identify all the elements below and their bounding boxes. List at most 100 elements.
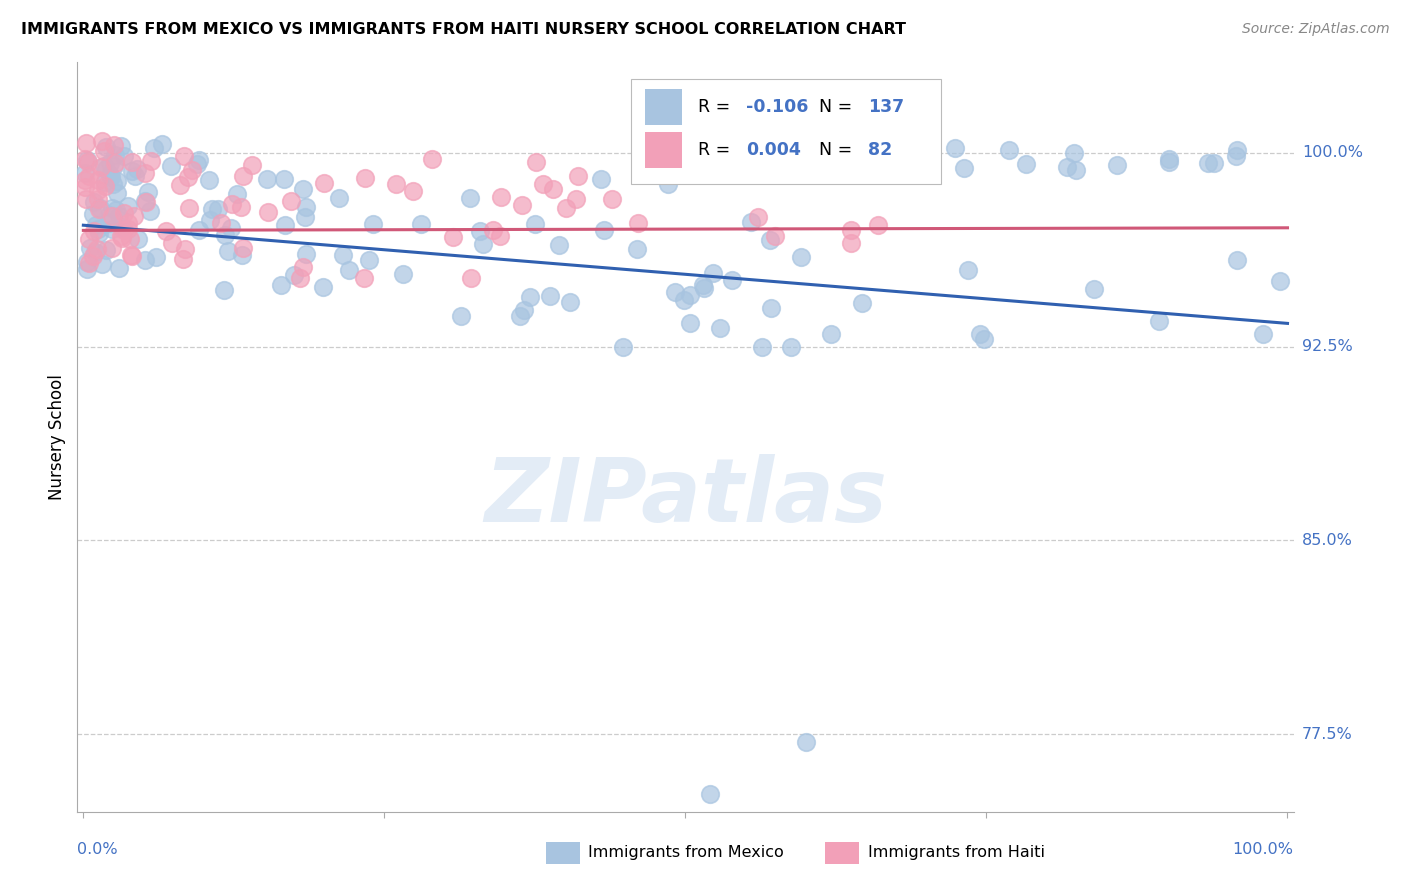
Point [186,157,208,171]
Text: 137: 137 [868,98,904,116]
Point [207,202,229,216]
Point [177,169,200,184]
Point [612,340,634,354]
Point [101,201,124,215]
Point [513,303,536,318]
Point [104,202,127,217]
Point [112,206,135,220]
FancyBboxPatch shape [631,78,941,184]
Text: R =: R = [697,141,735,159]
Point [593,223,616,237]
Point [117,199,139,213]
Point [84,218,107,232]
Point [90,160,112,174]
Point [112,149,135,163]
Point [229,200,252,214]
Point [820,326,842,341]
Point [541,182,564,196]
Point [101,177,124,191]
Point [76,255,98,269]
Point [538,289,561,303]
Point [291,182,314,196]
Point [139,153,162,168]
Point [73,180,96,194]
Point [121,155,143,169]
Point [212,283,235,297]
Point [353,171,375,186]
Point [87,227,110,241]
Point [411,217,433,231]
Point [402,184,425,198]
Point [422,152,444,166]
Point [79,232,101,246]
Point [997,143,1019,157]
Point [589,171,612,186]
Point [111,220,134,235]
Point [468,224,491,238]
Point [270,278,292,293]
Point [751,340,773,354]
Point [198,212,221,227]
Text: Immigrants from Mexico: Immigrants from Mexico [588,846,785,861]
Point [135,195,157,210]
Point [283,268,305,282]
Point [103,159,125,173]
Point [103,138,125,153]
Point [353,271,375,285]
Point [851,296,873,310]
Point [134,166,156,180]
Point [105,174,128,188]
Point [187,223,209,237]
Point [111,230,134,244]
Text: 82: 82 [868,141,891,159]
Point [759,301,782,315]
Point [86,183,108,197]
Point [312,280,335,294]
Point [98,216,121,230]
Point [188,153,211,168]
Point [89,202,111,216]
Point [328,191,350,205]
Point [217,244,239,259]
Text: 100.0%: 100.0% [1233,842,1294,857]
Point [1107,158,1129,172]
Point [240,158,263,172]
Point [524,155,547,169]
Point [122,209,145,223]
Point [692,277,714,292]
Point [973,332,995,346]
Point [482,223,505,237]
Point [1225,149,1247,163]
Text: Immigrants from Haiti: Immigrants from Haiti [868,846,1045,861]
Text: 0.0%: 0.0% [77,842,118,857]
Point [709,321,731,335]
Point [392,267,415,281]
Text: R =: R = [697,98,735,116]
Point [221,196,243,211]
Point [112,223,135,237]
Point [214,227,236,242]
Point [839,223,862,237]
Point [471,237,494,252]
Point [108,261,131,276]
Point [96,140,118,154]
Point [720,273,742,287]
Point [1147,314,1170,328]
Point [699,787,721,801]
Bar [546,842,579,864]
Point [312,176,335,190]
Point [73,173,96,187]
Y-axis label: Nursery School: Nursery School [48,374,66,500]
Point [76,262,98,277]
Point [82,248,104,262]
Point [110,138,132,153]
Point [117,216,139,230]
Point [523,217,546,231]
Point [150,137,173,152]
Point [101,222,124,236]
Point [823,160,845,174]
Point [169,178,191,193]
Point [565,192,588,206]
Point [839,236,862,251]
Text: 92.5%: 92.5% [1302,339,1353,354]
